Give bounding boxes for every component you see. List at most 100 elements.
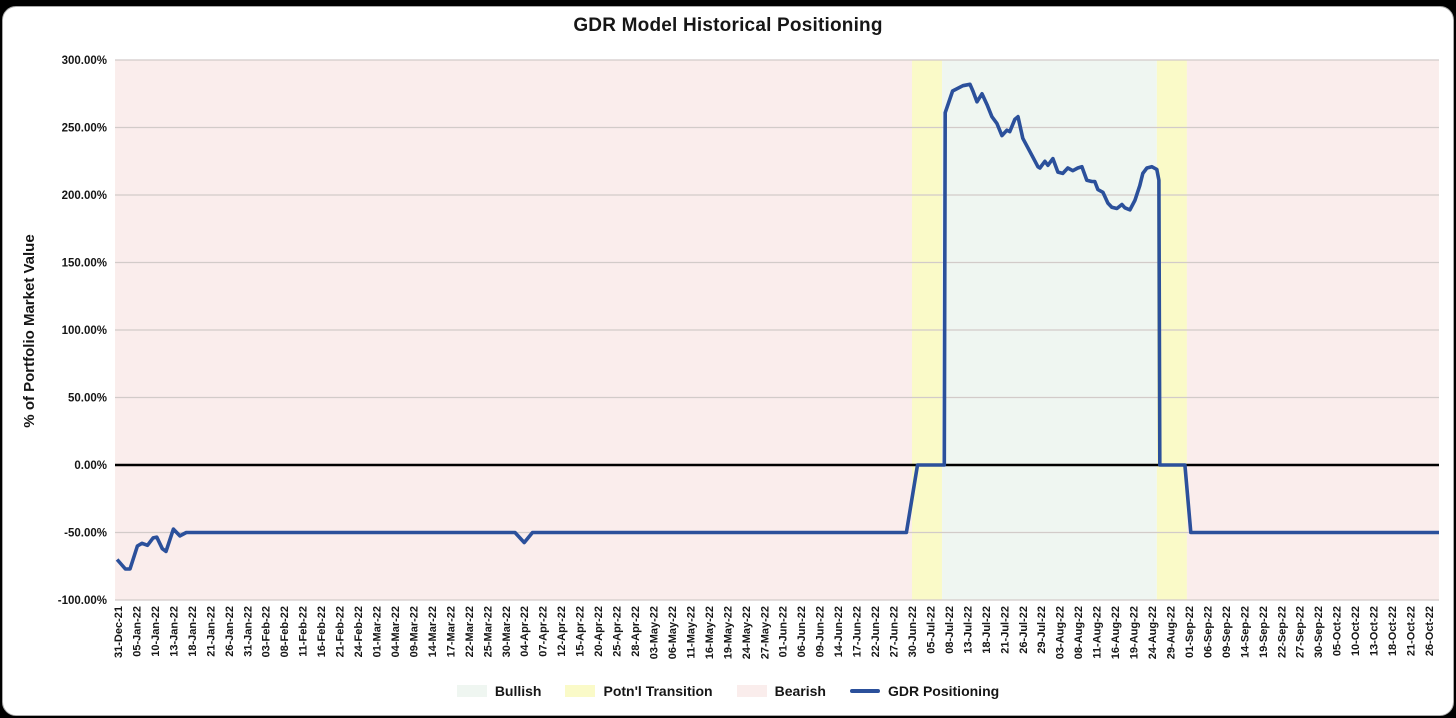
svg-text:11-May-22: 11-May-22 (685, 606, 697, 659)
svg-text:17-Mar-22: 17-Mar-22 (445, 606, 457, 657)
svg-text:08-Aug-22: 08-Aug-22 (1073, 606, 1085, 659)
svg-text:05-Jul-22: 05-Jul-22 (926, 606, 938, 654)
svg-text:21-Feb-22: 21-Feb-22 (335, 606, 347, 657)
svg-text:09-Jun-22: 09-Jun-22 (815, 606, 827, 657)
y-gridlines (115, 59, 1439, 601)
svg-text:13-Jul-22: 13-Jul-22 (962, 606, 974, 654)
legend: Bullish Potn'l Transition Bearish GDR Po… (0, 683, 1456, 699)
svg-text:13-Oct-22: 13-Oct-22 (1369, 606, 1381, 656)
svg-text:03-Feb-22: 03-Feb-22 (261, 606, 273, 657)
svg-text:30-Jun-22: 30-Jun-22 (907, 606, 919, 657)
legend-item-bearish: Bearish (736, 683, 826, 699)
svg-text:20-Apr-22: 20-Apr-22 (593, 606, 605, 657)
bearish-swatch-icon (736, 685, 767, 697)
svg-text:21-Jul-22: 21-Jul-22 (999, 606, 1011, 654)
svg-text:24-May-22: 24-May-22 (741, 606, 753, 659)
svg-text:26-Oct-22: 26-Oct-22 (1424, 606, 1436, 656)
svg-text:19-Sep-22: 19-Sep-22 (1258, 606, 1270, 658)
svg-text:24-Feb-22: 24-Feb-22 (353, 606, 365, 657)
svg-text:03-Aug-22: 03-Aug-22 (1055, 606, 1067, 659)
svg-text:30-Mar-22: 30-Mar-22 (501, 606, 513, 657)
bullish-swatch-icon (456, 685, 487, 697)
svg-text:16-May-22: 16-May-22 (704, 606, 716, 659)
svg-text:250.00%: 250.00% (62, 123, 107, 135)
svg-text:26-Jul-22: 26-Jul-22 (1018, 606, 1030, 654)
legend-item-gdr-positioning: GDR Positioning (849, 683, 1000, 699)
svg-text:01-Mar-22: 01-Mar-22 (372, 606, 384, 657)
svg-text:22-Jun-22: 22-Jun-22 (870, 606, 882, 657)
svg-text:21-Jan-22: 21-Jan-22 (205, 606, 217, 657)
svg-text:09-Mar-22: 09-Mar-22 (408, 606, 420, 657)
y-axis-tick-labels: 300.00% 250.00% 200.00% 150.00% 100.00% 50.00… (58, 55, 107, 607)
svg-text:26-Jan-22: 26-Jan-22 (224, 606, 236, 657)
svg-text:19-Aug-22: 19-Aug-22 (1129, 606, 1141, 659)
svg-text:06-Sep-22: 06-Sep-22 (1202, 606, 1214, 658)
svg-text:14-Mar-22: 14-Mar-22 (427, 606, 439, 657)
svg-text:08-Feb-22: 08-Feb-22 (279, 606, 291, 657)
svg-text:29-Aug-22: 29-Aug-22 (1166, 606, 1178, 659)
svg-text:300.00%: 300.00% (62, 55, 107, 67)
svg-text:200.00%: 200.00% (62, 190, 107, 202)
svg-text:25-Mar-22: 25-Mar-22 (482, 606, 494, 657)
legend-item-potnl-transition: Potn'l Transition (565, 683, 713, 699)
svg-text:08-Jul-22: 08-Jul-22 (944, 606, 956, 654)
svg-text:21-Oct-22: 21-Oct-22 (1406, 606, 1418, 656)
svg-text:24-Aug-22: 24-Aug-22 (1147, 606, 1159, 659)
svg-text:31-Jan-22: 31-Jan-22 (242, 606, 254, 657)
svg-text:50.00%: 50.00% (68, 393, 107, 405)
svg-text:09-Sep-22: 09-Sep-22 (1221, 606, 1233, 658)
svg-text:11-Feb-22: 11-Feb-22 (298, 606, 310, 657)
svg-text:03-May-22: 03-May-22 (649, 606, 661, 659)
plot-svg: 300.00% 250.00% 200.00% 150.00% 100.00% 50.00… (58, 55, 1439, 659)
svg-text:30-Sep-22: 30-Sep-22 (1313, 606, 1325, 658)
legend-item-bullish: Bullish (456, 683, 542, 699)
legend-label: GDR Positioning (887, 683, 1000, 699)
svg-text:10-Oct-22: 10-Oct-22 (1350, 606, 1362, 656)
svg-text:22-Mar-22: 22-Mar-22 (464, 606, 476, 657)
svg-text:150.00%: 150.00% (62, 258, 107, 270)
svg-text:18-Oct-22: 18-Oct-22 (1387, 606, 1399, 656)
svg-text:01-Jun-22: 01-Jun-22 (778, 606, 790, 657)
svg-text:04-Apr-22: 04-Apr-22 (519, 606, 531, 657)
svg-text:14-Jun-22: 14-Jun-22 (833, 606, 845, 657)
svg-text:06-May-22: 06-May-22 (667, 606, 679, 659)
svg-text:16-Feb-22: 16-Feb-22 (316, 606, 328, 657)
svg-text:27-May-22: 27-May-22 (759, 606, 771, 659)
svg-text:17-Jun-22: 17-Jun-22 (852, 606, 864, 657)
legend-label: Bullish (494, 683, 542, 699)
svg-text:25-Apr-22: 25-Apr-22 (612, 606, 624, 657)
svg-text:13-Jan-22: 13-Jan-22 (168, 606, 180, 657)
svg-text:04-Mar-22: 04-Mar-22 (390, 606, 402, 657)
svg-text:29-Jul-22: 29-Jul-22 (1036, 606, 1048, 654)
gdr-positioning-line (115, 82, 1439, 571)
transition-swatch-icon (565, 685, 596, 697)
svg-text:05-Jan-22: 05-Jan-22 (132, 606, 144, 657)
svg-text:27-Jun-22: 27-Jun-22 (889, 606, 901, 657)
x-axis-tick-labels: 31-Dec-21 05-Jan-22 10-Jan-22 13-Jan-22 18-J… (113, 606, 1436, 659)
svg-text:31-Dec-21: 31-Dec-21 (113, 606, 125, 658)
svg-text:01-Sep-22: 01-Sep-22 (1184, 606, 1196, 658)
svg-text:18-Jul-22: 18-Jul-22 (981, 606, 993, 654)
svg-text:16-Aug-22: 16-Aug-22 (1110, 606, 1122, 659)
svg-text:06-Jun-22: 06-Jun-22 (796, 606, 808, 657)
legend-label: Bearish (774, 683, 826, 699)
svg-text:11-Aug-22: 11-Aug-22 (1092, 606, 1104, 659)
svg-text:05-Oct-22: 05-Oct-22 (1332, 606, 1344, 656)
svg-text:28-Apr-22: 28-Apr-22 (630, 606, 642, 657)
svg-text:07-Apr-22: 07-Apr-22 (538, 606, 550, 657)
svg-text:10-Jan-22: 10-Jan-22 (150, 606, 162, 657)
chart-title: GDR Model Historical Positioning (573, 15, 883, 36)
legend-label: Potn'l Transition (603, 683, 713, 699)
line-marker-icon (849, 689, 880, 693)
svg-text:15-Apr-22: 15-Apr-22 (575, 606, 587, 657)
svg-text:12-Apr-22: 12-Apr-22 (556, 606, 568, 657)
svg-text:-100.00%: -100.00% (58, 595, 107, 607)
svg-text:22-Sep-22: 22-Sep-22 (1276, 606, 1288, 658)
svg-text:18-Jan-22: 18-Jan-22 (187, 606, 199, 657)
svg-text:0.00%: 0.00% (74, 460, 107, 472)
svg-text:100.00%: 100.00% (62, 325, 107, 337)
svg-text:19-May-22: 19-May-22 (722, 606, 734, 659)
svg-text:14-Sep-22: 14-Sep-22 (1239, 606, 1251, 658)
svg-text:27-Sep-22: 27-Sep-22 (1295, 606, 1307, 658)
